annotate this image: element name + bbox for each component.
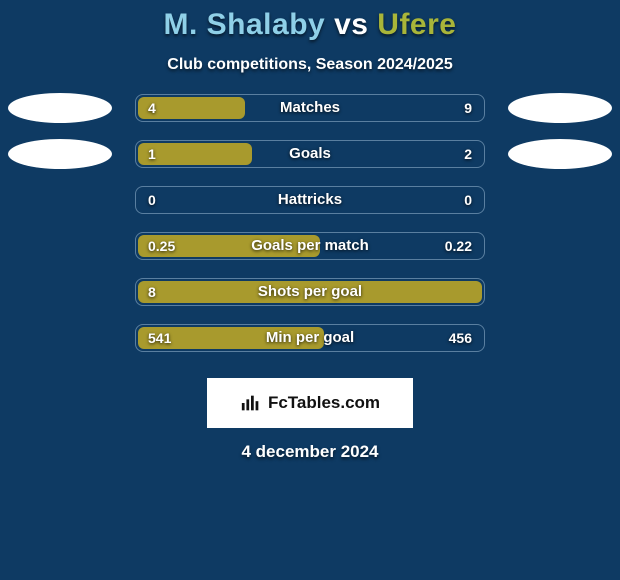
stat-row: 1Goals2 xyxy=(0,140,620,186)
stat-bar-track xyxy=(135,186,485,214)
player1-marker xyxy=(8,93,112,123)
stat-bar-track xyxy=(135,232,485,260)
player2-marker xyxy=(508,139,612,169)
stat-bar-track xyxy=(135,94,485,122)
stat-row: 541Min per goal456 xyxy=(0,324,620,370)
date: 4 december 2024 xyxy=(0,442,620,462)
comparison-infographic: M. Shalaby vs Ufere Club competitions, S… xyxy=(0,0,620,580)
title-player1: M. Shalaby xyxy=(164,8,326,41)
subtitle: Club competitions, Season 2024/2025 xyxy=(0,56,620,74)
stat-row: 4Matches9 xyxy=(0,94,620,140)
stat-bar-fill xyxy=(138,235,320,257)
stat-bar-fill xyxy=(138,143,252,165)
bar-chart-icon xyxy=(240,392,262,414)
comparison-rows: 4Matches91Goals20Hattricks00.25Goals per… xyxy=(0,94,620,370)
stat-row: 8Shots per goal xyxy=(0,278,620,324)
player2-marker xyxy=(508,93,612,123)
stat-row: 0Hattricks0 xyxy=(0,186,620,232)
stat-bar-track xyxy=(135,278,485,306)
logo-text: FcTables.com xyxy=(268,393,380,413)
stat-row: 0.25Goals per match0.22 xyxy=(0,232,620,278)
player1-marker xyxy=(8,139,112,169)
stat-bar-fill xyxy=(138,281,482,303)
stat-bar-track xyxy=(135,324,485,352)
title-player2: Ufere xyxy=(377,8,456,41)
title-vs: vs xyxy=(334,8,368,41)
stat-bar-fill xyxy=(138,327,324,349)
stat-bar-track xyxy=(135,140,485,168)
stat-bar-fill xyxy=(138,97,245,119)
fctables-logo: FcTables.com xyxy=(207,378,413,428)
title: M. Shalaby vs Ufere xyxy=(0,0,620,42)
